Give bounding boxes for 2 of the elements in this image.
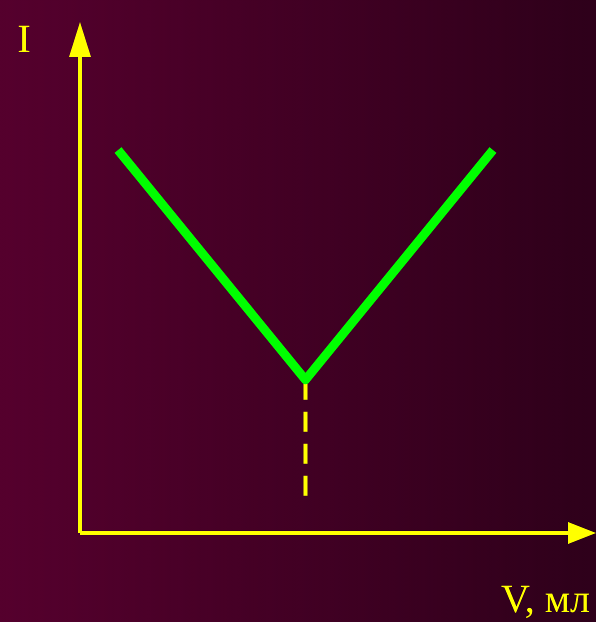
x-axis-title: V, мл [500,576,590,621]
y-axis-title: I [17,16,31,61]
